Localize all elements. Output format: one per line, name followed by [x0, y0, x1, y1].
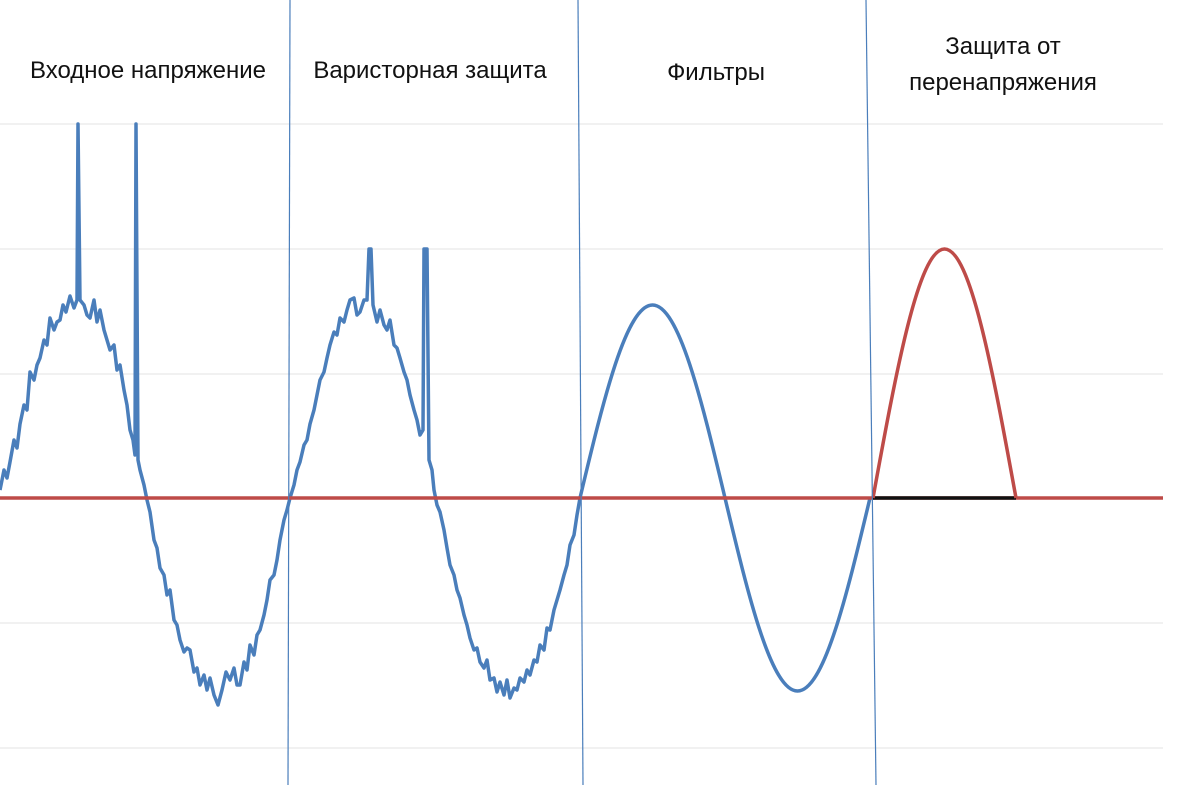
noisy-input-wave — [0, 122, 582, 707]
section-label: Фильтры — [667, 59, 765, 86]
section-divider — [287, 0, 291, 785]
section-label: Входное напряжение — [30, 57, 266, 84]
grid — [0, 123, 1163, 749]
protected-pulse — [871, 247, 1018, 499]
section-label: Варисторная защита — [313, 57, 547, 84]
section-label: Защита от — [945, 33, 1061, 60]
section-divider — [577, 0, 584, 785]
section-label: перенапряжения — [909, 69, 1097, 96]
section-divider — [865, 0, 877, 785]
